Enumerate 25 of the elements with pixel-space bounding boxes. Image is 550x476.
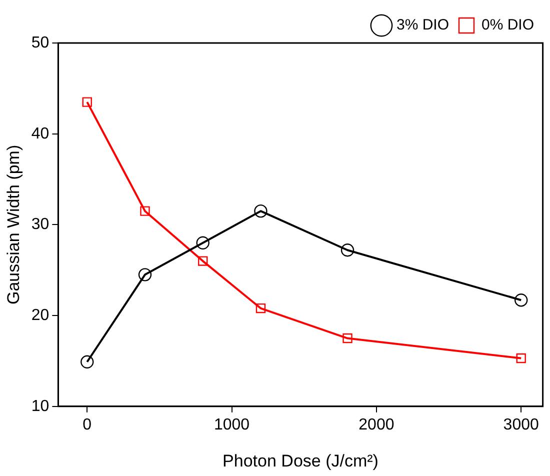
y-axis-title: Gaussian Width (pm) bbox=[4, 144, 23, 305]
x-tick-label: 3000 bbox=[503, 416, 539, 434]
point bbox=[82, 97, 92, 107]
y-tick-label: 30 bbox=[31, 216, 50, 234]
x-axis-title: Photon Dose (J/cm²) bbox=[222, 451, 378, 470]
point bbox=[256, 303, 266, 314]
point bbox=[340, 244, 354, 257]
point bbox=[254, 204, 268, 218]
x-tick-label: 0 bbox=[82, 416, 92, 434]
point bbox=[138, 268, 152, 282]
point bbox=[196, 236, 210, 250]
y-tick-label: 20 bbox=[31, 306, 50, 324]
point bbox=[80, 355, 94, 368]
point bbox=[516, 353, 526, 364]
point bbox=[342, 333, 352, 344]
point bbox=[514, 294, 528, 307]
x-tick-label: 2000 bbox=[358, 416, 394, 434]
legend-label: 3% DIO bbox=[396, 16, 449, 34]
y-tick-label: 50 bbox=[31, 34, 50, 52]
point bbox=[140, 206, 150, 216]
y-tick-label: 40 bbox=[31, 125, 50, 142]
y-tick-label: 10 bbox=[31, 398, 50, 415]
legend-label: 0% DIO bbox=[481, 16, 534, 34]
x-tick-label: 1000 bbox=[214, 416, 250, 434]
point bbox=[198, 256, 208, 266]
